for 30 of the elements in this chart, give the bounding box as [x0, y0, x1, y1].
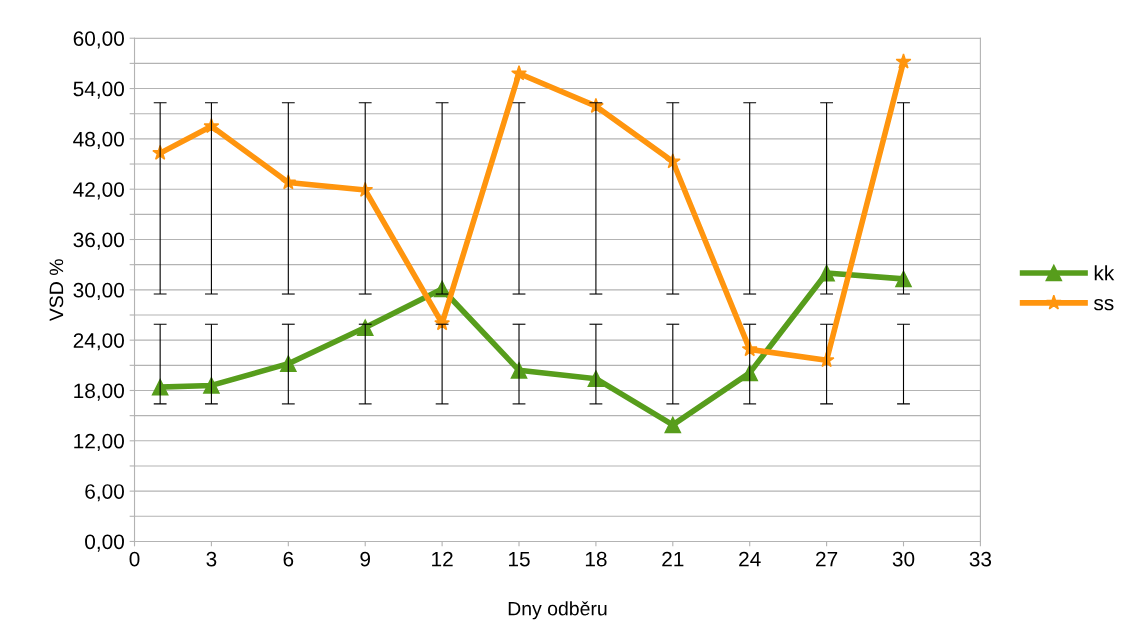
point: [895, 53, 912, 69]
y-tick-label: 36,00: [73, 232, 124, 250]
y-axis-title: VSD %: [49, 259, 64, 322]
y-tick-label: 48,00: [73, 131, 124, 150]
x-tick-label: 24: [739, 551, 761, 567]
legend-label: kk: [1094, 265, 1115, 281]
y-tick-label: 12,00: [74, 433, 124, 452]
x-tick-label: 18: [585, 551, 607, 567]
x-tick-label: 21: [662, 551, 684, 567]
point: [511, 65, 527, 81]
y-tick-label: 0,00: [85, 534, 124, 552]
x-tick-label: 15: [509, 551, 530, 567]
x-tick-label: 33: [969, 551, 992, 567]
x-tick-label: 9: [360, 551, 371, 567]
y-tick-label: 6,00: [85, 484, 124, 502]
x-tick-label: 3: [206, 551, 217, 567]
y-tick-label: 18,00: [74, 383, 124, 401]
y-tick-label: 30,00: [73, 282, 124, 301]
legend-label: ss: [1093, 298, 1114, 311]
x-axis-title: Dny odběru: [508, 601, 607, 620]
y-tick-label: 42,00: [73, 182, 124, 200]
x-tick-label: 0: [129, 551, 140, 567]
y-tick-label: 54,00: [73, 81, 124, 99]
point: [664, 416, 682, 434]
x-tick-label: 30: [892, 551, 915, 567]
y-tick-label: 60,00: [73, 31, 124, 49]
x-tick-label: 12: [432, 551, 453, 567]
y-tick-label: 24,00: [73, 333, 124, 351]
x-tick-label: 27: [816, 551, 838, 567]
x-tick-label: 6: [283, 551, 294, 567]
